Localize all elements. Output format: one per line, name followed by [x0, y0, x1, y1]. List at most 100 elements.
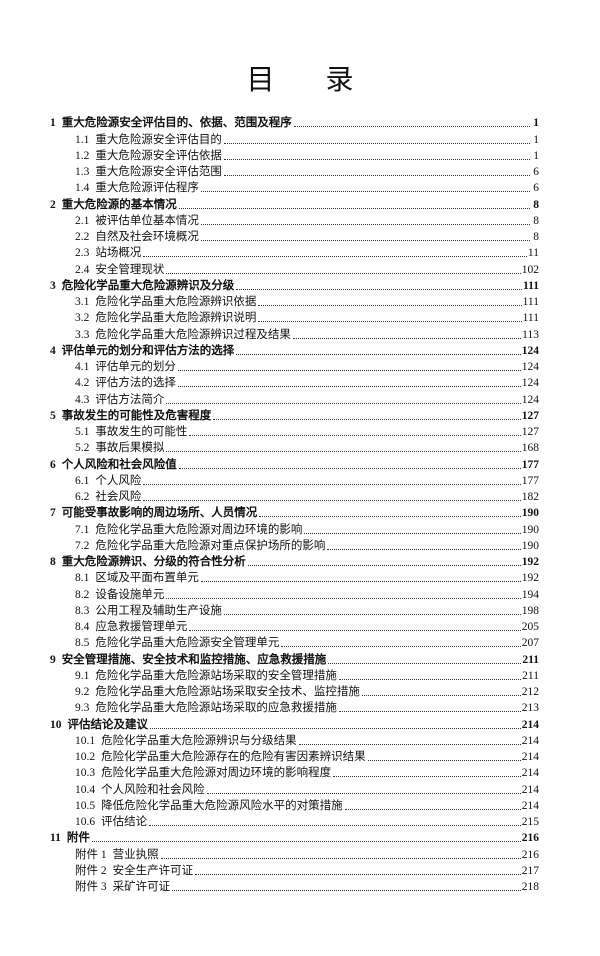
dot-leader: [195, 873, 521, 875]
toc-chapter-entry[interactable]: 2 重大危险源的基本情况 8: [50, 195, 539, 211]
dot-leader: [259, 516, 521, 518]
toc-chapter-entry[interactable]: 6 个人风险和社会风险值 177: [50, 455, 539, 471]
dot-leader: [189, 630, 521, 631]
dot-leader: [166, 597, 521, 599]
toc-section-entry[interactable]: 2.3 站场概况 11: [50, 244, 539, 260]
toc-chapter-entry[interactable]: 9 安全管理措施、安全技术和监控措施、应急救援措施 211: [50, 650, 539, 666]
toc-section-entry[interactable]: 7.1 危险化学品重大危险源对周边环境的影响 190: [50, 520, 539, 536]
toc-entry-title: 评估方法的选择: [95, 377, 176, 390]
toc-entry-number: 2.2: [75, 231, 90, 243]
toc-section-entry[interactable]: 3.1 危险化学品重大危险源辨识依据 111: [50, 293, 539, 309]
toc-section-entry[interactable]: 10.4 个人风险和社会风险 214: [50, 780, 539, 796]
toc-entry-number: 5.2: [75, 442, 90, 455]
toc-section-entry[interactable]: 1.2 重大危险源安全评估依据 1: [50, 147, 539, 163]
toc-entry-title: 公用工程及辅助生产设施: [95, 604, 222, 617]
toc-entry-number: 8.3: [75, 604, 90, 617]
toc-entry-title: 应急救援管理单元: [95, 621, 188, 633]
toc-chapter-entry[interactable]: 3 危险化学品重大危险源辨识及分级 111: [50, 277, 539, 293]
toc-section-entry[interactable]: 4.3 评估方法简介 124: [50, 390, 539, 406]
dot-leader: [236, 353, 521, 355]
toc-section-entry[interactable]: 3.3 危险化学品重大危险源辨识过程及结果 113: [50, 325, 539, 341]
toc-section-entry[interactable]: 8.1 区域及平面布置单元 192: [50, 569, 539, 585]
toc-section-entry[interactable]: 8.4 应急救援管理单元 205: [50, 618, 539, 634]
dot-leader: [223, 142, 530, 144]
dot-leader: [213, 418, 521, 420]
toc-entry-title: 营业执照: [112, 848, 159, 861]
toc-chapter-entry[interactable]: 1 重大危险源安全评估目的、依据、范围及程序 1: [50, 114, 539, 130]
toc-chapter-entry[interactable]: 8 重大危险源辨识、分级的符合性分析 192: [50, 553, 539, 569]
toc-section-entry[interactable]: 9.1 危险化学品重大危险源站场采取的安全管理措施 211: [50, 667, 539, 683]
toc-entry-page: 194: [521, 588, 539, 601]
toc-chapter-entry[interactable]: 11 附件 216: [50, 829, 539, 845]
toc-section-entry[interactable]: 8.2 设备设施单元 194: [50, 585, 539, 601]
toc-entry-number: 2: [50, 198, 56, 211]
dot-leader: [298, 743, 521, 745]
toc-section-entry[interactable]: 7.2 危险化学品重大危险源对重点保护场所的影响 190: [50, 537, 539, 553]
toc-section-entry[interactable]: 1.4 重大危险源评估程序 6: [50, 179, 539, 195]
toc-entry-page: 211: [522, 669, 539, 682]
toc-entry-number: 附件 3: [75, 881, 107, 893]
toc-chapter-entry[interactable]: 4 评估单元的划分和评估方法的选择 124: [50, 342, 539, 358]
toc-entry-number: 4.2: [75, 377, 90, 390]
toc-section-entry[interactable]: 10.6 评估结论 215: [50, 813, 539, 829]
toc-section-entry[interactable]: 10.1 危险化学品重大危险源辨识与分级结果 214: [50, 732, 539, 748]
toc-entry-number: 2.4: [75, 263, 90, 276]
toc-entry-number: 4: [50, 344, 56, 357]
toc-entry-page: 214: [521, 734, 539, 747]
dot-leader: [200, 240, 530, 241]
toc-entry-page: 6: [533, 166, 539, 178]
toc-section-entry[interactable]: 附件 3 采矿许可证 218: [50, 878, 539, 894]
dot-leader: [149, 825, 521, 826]
dot-leader: [160, 857, 521, 859]
toc-entry-page: 8: [533, 214, 539, 227]
toc-entry-number: 9.1: [75, 669, 90, 682]
toc-entry-page: 211: [522, 653, 539, 666]
toc-section-entry[interactable]: 附件 2 安全生产许可证 217: [50, 862, 539, 878]
toc-entry-number: 3: [50, 279, 56, 292]
toc-entry-page: 177: [521, 458, 539, 471]
toc-section-entry[interactable]: 附件 1 营业执照 216: [50, 845, 539, 861]
toc-entry-number: 4.3: [75, 393, 90, 406]
toc-entry-number: 10.2: [75, 751, 96, 763]
toc-entry-page: 212: [521, 686, 539, 698]
dot-leader: [258, 321, 522, 323]
toc-chapter-entry[interactable]: 5 事故发生的可能性及危害程度 127: [50, 407, 539, 423]
toc-section-entry[interactable]: 6.2 社会风险 182: [50, 488, 539, 504]
toc-entry-page: 124: [521, 361, 539, 373]
toc-section-entry[interactable]: 3.2 危险化学品重大危险源辨识说明 111: [50, 309, 539, 325]
toc-entry-title: 危险化学品重大危险源辨识及分级: [61, 279, 235, 292]
toc-section-entry[interactable]: 2.1 被评估单位基本情况 8: [50, 212, 539, 228]
dot-leader: [328, 662, 522, 664]
toc-section-entry[interactable]: 2.2 自然及社会环境概况 8: [50, 228, 539, 244]
toc-chapter-entry[interactable]: 7 可能受事故影响的周边场所、人员情况 190: [50, 504, 539, 520]
toc-section-entry[interactable]: 8.3 公用工程及辅助生产设施 198: [50, 602, 539, 618]
toc-section-entry[interactable]: 5.1 事故发生的可能性 127: [50, 423, 539, 439]
toc-entry-page: 111: [522, 296, 539, 308]
toc-section-entry[interactable]: 9.3 危险化学品重大危险源站场采取的应急救援措施 213: [50, 699, 539, 715]
toc-section-entry[interactable]: 10.3 危险化学品重大危险源对周边环境的影响程度 214: [50, 764, 539, 780]
toc-section-entry[interactable]: 10.2 危险化学品重大危险源存在的危险有害因素辨识结果 214: [50, 748, 539, 764]
toc-entry-page: 216: [521, 848, 539, 861]
toc-section-entry[interactable]: 8.5 危险化学品重大危险源安全管理单元 207: [50, 634, 539, 650]
toc-chapter-entry[interactable]: 10 评估结论及建议 214: [50, 715, 539, 731]
toc-section-entry[interactable]: 2.4 安全管理现状 102: [50, 260, 539, 276]
toc-entry-title: 采矿许可证: [112, 881, 171, 893]
toc-entry-number: 6: [50, 458, 56, 471]
toc-entry-number: 9: [50, 653, 56, 666]
toc-section-entry[interactable]: 1.1 重大危险源安全评估目的 1: [50, 130, 539, 146]
toc-entry-number: 1.1: [75, 133, 90, 146]
toc-section-entry[interactable]: 1.3 重大危险源安全评估范围 6: [50, 163, 539, 179]
toc-entry-page: 1: [533, 117, 539, 130]
dot-leader: [292, 337, 522, 339]
dot-leader: [247, 565, 521, 566]
toc-section-entry[interactable]: 4.1 评估单元的划分 124: [50, 358, 539, 374]
toc-entry-title: 区域及平面布置单元: [95, 572, 199, 585]
toc-section-entry[interactable]: 5.2 事故后果模拟 168: [50, 439, 539, 455]
dot-leader: [91, 841, 521, 843]
toc-section-entry[interactable]: 9.2 危险化学品重大危险源站场采取安全技术、监控措施 212: [50, 683, 539, 699]
toc-entry-page: 190: [521, 523, 539, 536]
toc-section-entry[interactable]: 10.5 降低危险化学品重大危险源风险水平的对策措施 214: [50, 797, 539, 813]
toc-section-entry[interactable]: 6.1 个人风险 177: [50, 472, 539, 488]
toc-entry-title: 安全管理措施、安全技术和监控措施、应急救援措施: [61, 653, 327, 666]
toc-section-entry[interactable]: 4.2 评估方法的选择 124: [50, 374, 539, 390]
